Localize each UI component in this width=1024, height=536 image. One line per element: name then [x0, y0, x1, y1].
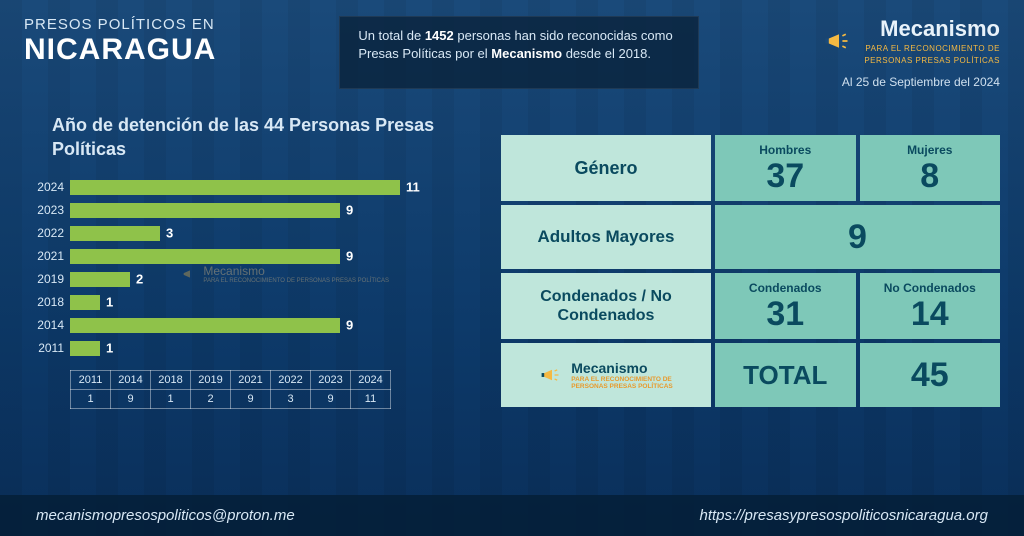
summary-pre: Un total de [358, 28, 425, 43]
bar-value-label: 9 [346, 203, 353, 218]
bar-fill [70, 249, 340, 264]
bar-row: 20239 [70, 199, 479, 222]
footer-url: https://presasypresospoliticosnicaragua.… [700, 507, 989, 524]
stats-total-value-cell: 45 [860, 343, 1001, 407]
bar-row: 20149 [70, 314, 479, 337]
summary-post: desde el 2018. [562, 46, 651, 61]
stats-nocondenados-value: 14 [911, 297, 949, 331]
bar-year-label: 2014 [24, 318, 64, 332]
stats-mujeres-label: Mujeres [907, 143, 952, 157]
stats-mayores-value: 9 [848, 220, 867, 254]
table-value-cell: 9 [111, 389, 151, 408]
stats-grid: Género Hombres 37 Mujeres 8 Adultos Mayo… [501, 135, 1000, 407]
stats-hombres-label: Hombres [759, 143, 811, 157]
bar-year-label: 2011 [24, 341, 64, 355]
bar-value-label: 1 [106, 341, 113, 356]
stats-nocondenados-label: No Condenados [884, 281, 976, 295]
bar-chart: Mecanismo PARA EL RECONOCIMIENTO DE PERS… [24, 176, 479, 360]
chart-panel: Año de detención de las 44 Personas Pres… [24, 113, 479, 409]
bar-year-label: 2023 [24, 203, 64, 217]
table-year-cell: 2011 [71, 370, 111, 389]
bar-row: 20111 [70, 337, 479, 360]
stats-total-value: 45 [911, 358, 949, 392]
bar-row: 20181 [70, 291, 479, 314]
summary-total: 1452 [425, 28, 454, 43]
table-value-cell: 3 [271, 389, 311, 408]
summary-box: Un total de 1452 personas han sido recon… [339, 16, 699, 89]
bar-year-label: 2019 [24, 272, 64, 286]
bar-row: 20223 [70, 222, 479, 245]
logo-block: Mecanismo PARA EL RECONOCIMIENTO DE PERS… [822, 16, 1000, 89]
stats-cell-nocondenados: No Condenados 14 [860, 273, 1001, 339]
logo-subtitle-2: PERSONAS PRESAS POLÍTICAS [864, 56, 1000, 66]
stats-cell-hombres: Hombres 37 [715, 135, 856, 201]
table-year-cell: 2018 [151, 370, 191, 389]
table-year-cell: 2019 [191, 370, 231, 389]
stats-row-logo: Mecanismo PARA EL RECONOCIMIENTO DE PERS… [501, 343, 711, 407]
title-main: NICARAGUA [24, 33, 216, 67]
main-content: Año de detención de las 44 Personas Pres… [0, 89, 1024, 409]
bar-value-label: 2 [136, 272, 143, 287]
megaphone-icon [539, 362, 565, 388]
stats-condenados-value: 31 [766, 297, 804, 331]
stats-row-mayores-label: Adultos Mayores [501, 205, 711, 269]
bar-fill [70, 203, 340, 218]
bar-fill [70, 295, 100, 310]
bar-value-label: 9 [346, 318, 353, 333]
bar-row: 20192 [70, 268, 479, 291]
bar-fill [70, 226, 160, 241]
stats-hombres-value: 37 [766, 159, 804, 193]
stats-cell-mujeres: Mujeres 8 [860, 135, 1001, 201]
footer: mecanismopresospoliticos@proton.me https… [0, 495, 1024, 536]
footer-email: mecanismopresospoliticos@proton.me [36, 507, 295, 524]
bar-year-label: 2024 [24, 180, 64, 194]
bar-fill [70, 272, 130, 287]
bar-fill [70, 180, 400, 195]
logo-brand: Mecanismo [864, 16, 1000, 42]
stats-cell-mayores: 9 [715, 205, 1000, 269]
table-year-cell: 2023 [311, 370, 351, 389]
table-year-cell: 2022 [271, 370, 311, 389]
logo-subtitle-1: PARA EL RECONOCIMIENTO DE [864, 44, 1000, 54]
bar-year-label: 2021 [24, 249, 64, 263]
bar-fill [70, 318, 340, 333]
chart-title: Año de detención de las 44 Personas Pres… [24, 113, 479, 162]
table-year-cell: 2014 [111, 370, 151, 389]
table-value-cell: 9 [311, 389, 351, 408]
stats-panel: Género Hombres 37 Mujeres 8 Adultos Mayo… [501, 113, 1000, 409]
table-year-cell: 2024 [351, 370, 391, 389]
stats-row-gender-label: Género [501, 135, 711, 201]
title-pretitle: PRESOS POLÍTICOS EN [24, 16, 216, 33]
stats-logo-sub2: PERSONAS PRESAS POLÍTICAS [571, 383, 673, 390]
bar-year-label: 2022 [24, 226, 64, 240]
table-value-cell: 1 [151, 389, 191, 408]
bar-value-label: 1 [106, 295, 113, 310]
table-year-cell: 2021 [231, 370, 271, 389]
stats-row-condenados-label: Condenados / No Condenados [501, 273, 711, 339]
header: PRESOS POLÍTICOS EN NICARAGUA Un total d… [0, 0, 1024, 89]
bar-fill [70, 341, 100, 356]
bar-value-label: 11 [406, 180, 420, 195]
stats-cell-condenados: Condenados 31 [715, 273, 856, 339]
stats-mujeres-value: 8 [920, 159, 939, 193]
bar-value-label: 3 [166, 226, 173, 241]
bar-year-label: 2018 [24, 295, 64, 309]
stats-condenados-label: Condenados [749, 281, 822, 295]
bar-row: 202411 [70, 176, 479, 199]
table-value-cell: 9 [231, 389, 271, 408]
bar-value-label: 9 [346, 249, 353, 264]
stats-total-label: TOTAL [715, 343, 856, 407]
megaphone-icon [822, 24, 856, 58]
report-date: Al 25 de Septiembre del 2024 [822, 75, 1000, 89]
stats-logo-brand: Mecanismo [571, 360, 673, 376]
table-value-cell: 11 [351, 389, 391, 408]
table-value-cell: 2 [191, 389, 231, 408]
chart-data-table: 20112014201820192021202220232024 1912939… [70, 370, 391, 409]
table-value-cell: 1 [71, 389, 111, 408]
title-block: PRESOS POLÍTICOS EN NICARAGUA [24, 16, 216, 89]
summary-org: Mecanismo [491, 46, 562, 61]
